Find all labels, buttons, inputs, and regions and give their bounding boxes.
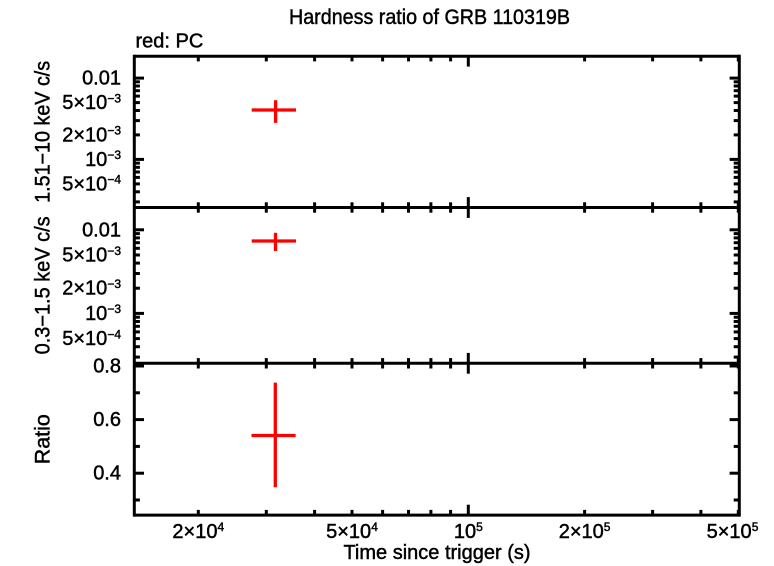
svg-text:0.4: 0.4 [93, 463, 121, 485]
svg-text:0.01: 0.01 [82, 68, 121, 90]
svg-text:5×10−3: 5×10−3 [62, 91, 121, 114]
svg-text:5×10−4: 5×10−4 [62, 173, 121, 196]
svg-text:2×104: 2×104 [172, 520, 224, 543]
svg-text:0.6: 0.6 [93, 409, 121, 431]
svg-text:105: 105 [454, 520, 483, 543]
svg-text:0.01: 0.01 [82, 219, 121, 241]
svg-text:1.51−10 keV c/s: 1.51−10 keV c/s [31, 61, 54, 203]
svg-text:5×105: 5×105 [707, 520, 759, 543]
svg-text:2×10−3: 2×10−3 [62, 124, 121, 147]
svg-text:red: PC: red: PC [136, 31, 204, 53]
svg-text:5×104: 5×104 [326, 520, 378, 543]
svg-text:0.8: 0.8 [93, 356, 121, 378]
svg-text:Hardness ratio of GRB 110319B: Hardness ratio of GRB 110319B [289, 6, 570, 29]
svg-text:5×10−4: 5×10−4 [62, 327, 121, 350]
svg-text:5×10−3: 5×10−3 [62, 244, 121, 267]
svg-text:Time since trigger (s): Time since trigger (s) [343, 542, 530, 564]
svg-text:Ratio: Ratio [32, 414, 55, 464]
svg-text:2×105: 2×105 [559, 520, 611, 543]
svg-text:2×10−3: 2×10−3 [62, 277, 121, 300]
svg-text:0.3−1.5 keV c/s: 0.3−1.5 keV c/s [32, 216, 55, 354]
